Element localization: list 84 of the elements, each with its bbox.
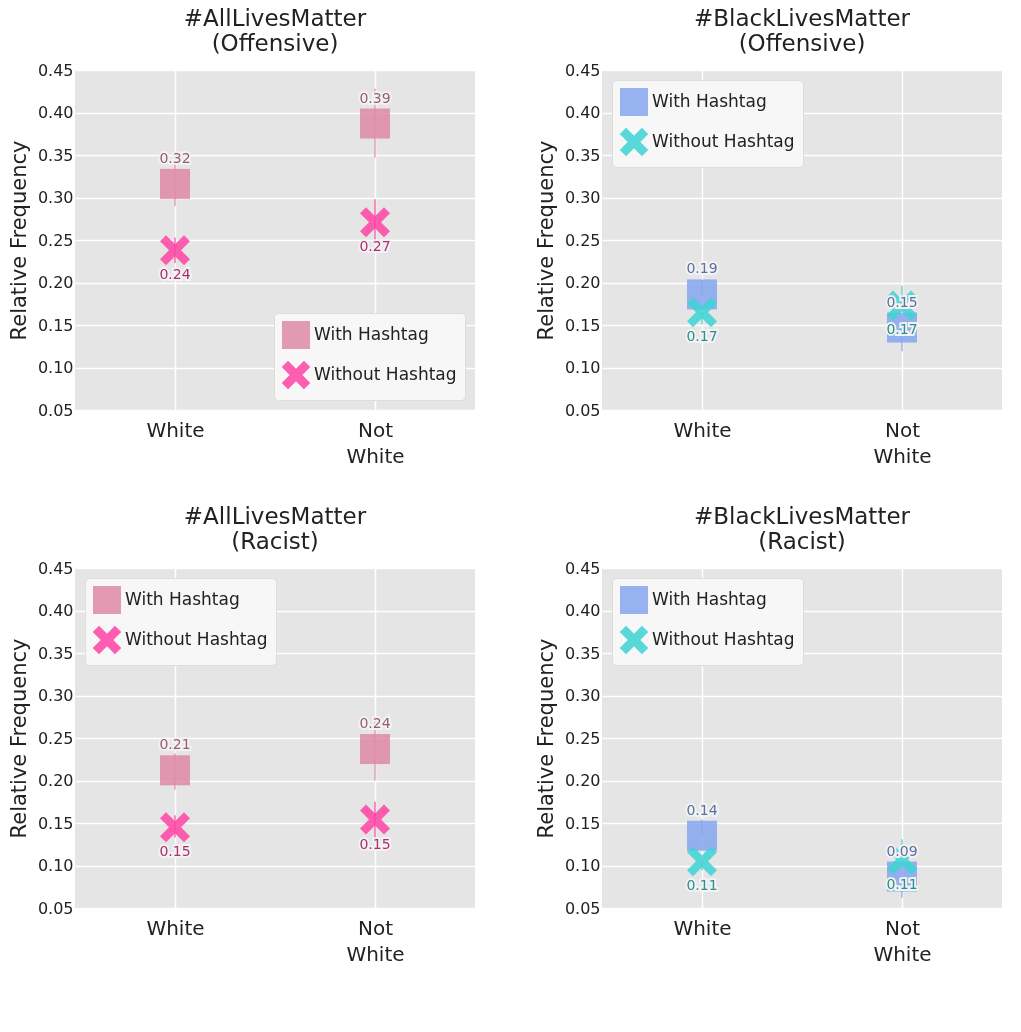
y-tick-label: 0.35 <box>37 643 74 663</box>
y-tick-label: 0.30 <box>564 188 601 207</box>
y-tick-label: 0.25 <box>564 728 601 748</box>
legend-label: Without Hashtag <box>314 364 457 384</box>
legend-label: With Hashtag <box>652 589 767 609</box>
point <box>687 820 717 851</box>
y-tick-label: 0.05 <box>564 898 601 918</box>
legend-label: With Hashtag <box>652 91 767 111</box>
y-tick-label: 0.30 <box>37 188 74 207</box>
data-label: 0.17 <box>686 328 718 345</box>
point <box>360 804 390 835</box>
point <box>160 812 190 843</box>
chart-title: #BlackLivesMatter (Racist) <box>693 503 911 554</box>
y-axis-title: Relative Frequency <box>6 638 31 839</box>
y-axis-title: Relative Frequency <box>6 140 31 341</box>
y-tick-label: 0.20 <box>564 273 601 292</box>
y-tick-label: 0.40 <box>564 601 601 620</box>
y-tick-label: 0.15 <box>37 813 74 833</box>
chart-title: #AllLivesMatter (Offensive) <box>183 5 367 56</box>
chart-title: #BlackLivesMatter (Offensive) <box>693 5 911 56</box>
y-tick-label: 0.05 <box>564 400 601 420</box>
y-tick-label: 0.10 <box>564 856 601 875</box>
y-tick-label: 0.25 <box>564 230 601 250</box>
y-tick-label: 0.25 <box>37 230 74 250</box>
y-axis-title: Relative Frequency <box>533 140 558 341</box>
y-tick-label: 0.40 <box>37 103 74 122</box>
y-tick-label: 0.45 <box>37 558 74 578</box>
data-label: 0.21 <box>159 736 191 753</box>
data-label: 0.24 <box>159 266 191 283</box>
data-label: 0.19 <box>686 260 718 277</box>
data-label: 0.15 <box>359 835 391 852</box>
y-tick-label: 0.15 <box>37 315 74 335</box>
y-tick-label: 0.20 <box>37 273 74 292</box>
y-tick-label: 0.40 <box>564 103 601 122</box>
y-tick-label: 0.20 <box>564 771 601 790</box>
point <box>160 168 190 199</box>
x-tick-label: Not White <box>346 417 405 468</box>
point <box>160 235 190 266</box>
y-tick-label: 0.20 <box>37 771 74 790</box>
data-label: 0.11 <box>686 877 718 894</box>
point <box>687 846 717 877</box>
y-tick-label: 0.15 <box>564 315 601 335</box>
y-tick-label: 0.15 <box>564 813 601 833</box>
x-tick-label: White <box>673 915 732 940</box>
data-label: 0.15 <box>159 843 191 860</box>
y-tick-label: 0.05 <box>37 898 74 918</box>
legend-label: With Hashtag <box>125 589 240 609</box>
y-tick-label: 0.45 <box>37 60 74 80</box>
x-tick-label: White <box>146 417 205 442</box>
y-tick-label: 0.35 <box>564 643 601 663</box>
x-tick-label: Not White <box>346 915 405 966</box>
data-label: 0.39 <box>359 89 391 106</box>
point <box>360 734 390 765</box>
data-label: 0.32 <box>159 149 191 166</box>
data-label: 0.14 <box>686 801 718 818</box>
y-tick-label: 0.05 <box>37 400 74 420</box>
y-tick-label: 0.30 <box>37 686 74 705</box>
y-tick-label: 0.25 <box>37 728 74 748</box>
chart-title: #AllLivesMatter (Racist) <box>183 503 367 554</box>
legend-label: Without Hashtag <box>125 629 268 649</box>
y-tick-label: 0.35 <box>564 145 601 165</box>
y-axis-title: Relative Frequency <box>533 638 558 839</box>
y-tick-label: 0.40 <box>37 601 74 620</box>
data-label: 0.27 <box>359 238 391 255</box>
x-tick-label: Not White <box>873 915 932 966</box>
y-tick-label: 0.35 <box>37 145 74 165</box>
point <box>687 297 717 328</box>
x-tick-label: Not White <box>873 417 932 468</box>
y-tick-label: 0.45 <box>564 558 601 578</box>
data-label: 0.17 <box>886 321 918 338</box>
y-tick-label: 0.10 <box>564 358 601 377</box>
point <box>360 207 390 238</box>
legend-label: Without Hashtag <box>652 629 795 649</box>
legend-label: Without Hashtag <box>652 131 795 151</box>
y-tick-label: 0.10 <box>37 358 74 377</box>
point <box>360 108 390 139</box>
y-tick-label: 0.45 <box>564 60 601 80</box>
x-tick-label: White <box>146 915 205 940</box>
data-label: 0.24 <box>359 715 391 732</box>
legend-label: With Hashtag <box>314 324 429 344</box>
y-tick-label: 0.10 <box>37 856 74 875</box>
y-tick-label: 0.30 <box>564 686 601 705</box>
x-tick-label: White <box>673 417 732 442</box>
point <box>160 755 190 786</box>
